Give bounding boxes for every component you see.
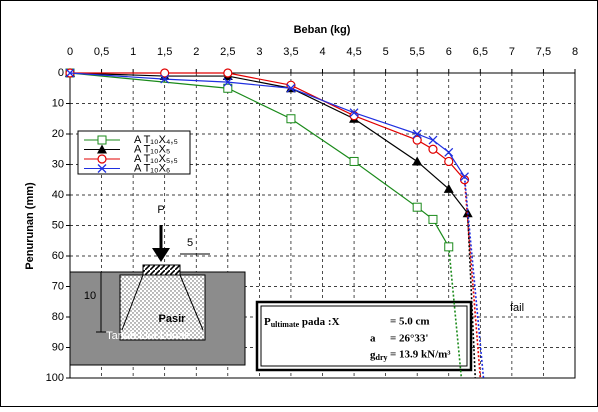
y-tick-label: 20 xyxy=(52,128,64,140)
soil-label: Tanah Liat Lunak xyxy=(106,330,190,342)
marker xyxy=(429,145,437,153)
y-tick-label: 50 xyxy=(52,219,64,231)
x-tick-label: 4 xyxy=(319,46,325,58)
marker xyxy=(287,115,295,123)
y-tick-label: 70 xyxy=(52,280,64,292)
marker xyxy=(98,136,106,144)
x-tick-label: 3 xyxy=(256,46,262,58)
x-tick-label: 6 xyxy=(446,46,452,58)
y-tick-label: 0 xyxy=(58,67,64,79)
x-tick-label: 3,5 xyxy=(283,46,298,58)
y-tick-label: 100 xyxy=(46,372,64,384)
marker xyxy=(429,215,437,223)
x-tick-label: 0,5 xyxy=(94,46,109,58)
x-tick-label: 5,5 xyxy=(410,46,425,58)
x-tick-label: 7,5 xyxy=(536,46,551,58)
marker xyxy=(445,243,453,251)
y-tick-label: 30 xyxy=(52,158,64,170)
marker xyxy=(98,155,106,163)
x-tick-label: 6,5 xyxy=(473,46,488,58)
width-label: 5 xyxy=(187,237,193,249)
depth-label: 10 xyxy=(84,290,96,302)
marker xyxy=(445,157,453,165)
y-tick-label: 10 xyxy=(52,97,64,109)
box-value: = 13.9 kN/m³ xyxy=(390,349,451,361)
sand-label: Pasir xyxy=(159,313,187,325)
box-symbol: a xyxy=(370,333,376,345)
y-tick-label: 60 xyxy=(52,250,64,262)
marker xyxy=(224,69,232,77)
x-tick-label: 4,5 xyxy=(346,46,361,58)
load-label: P xyxy=(157,204,164,216)
text: ultimate xyxy=(271,320,300,329)
text: dry xyxy=(376,353,388,362)
result-box: Pultimate pada :X = 5.0 cm a = 26°33' gd… xyxy=(257,302,471,370)
legend-label: A T₁₀X₆ xyxy=(134,162,170,174)
x-tick-label: 8 xyxy=(572,46,578,58)
x-tick-label: 0 xyxy=(67,46,73,58)
text: pada :X xyxy=(299,316,339,328)
y-tick-label: 40 xyxy=(52,189,64,201)
box-value: = 26°33' xyxy=(390,333,428,345)
y-tick-label: 80 xyxy=(52,311,64,323)
x-tick-label: 2 xyxy=(193,46,199,58)
x-tick-label: 1,5 xyxy=(157,46,172,58)
fail-label: fail xyxy=(510,302,524,314)
marker xyxy=(413,203,421,211)
x-tick-label: 1 xyxy=(130,46,136,58)
box-value: = 5.0 cm xyxy=(390,316,430,328)
footing xyxy=(143,265,180,275)
x-tick-label: 7 xyxy=(509,46,515,58)
marker xyxy=(350,157,358,165)
y-tick-label: 90 xyxy=(52,341,64,353)
x-tick-label: 5 xyxy=(383,46,389,58)
y-axis-title: Penurunan (mm) xyxy=(24,182,36,270)
x-axis-title: Beban (kg) xyxy=(294,24,351,36)
x-tick-label: 2,5 xyxy=(220,46,235,58)
chart: Beban (kg) Penurunan (mm) 0 0,5 1 1,5 2 2,5 3 3… xyxy=(0,0,598,407)
